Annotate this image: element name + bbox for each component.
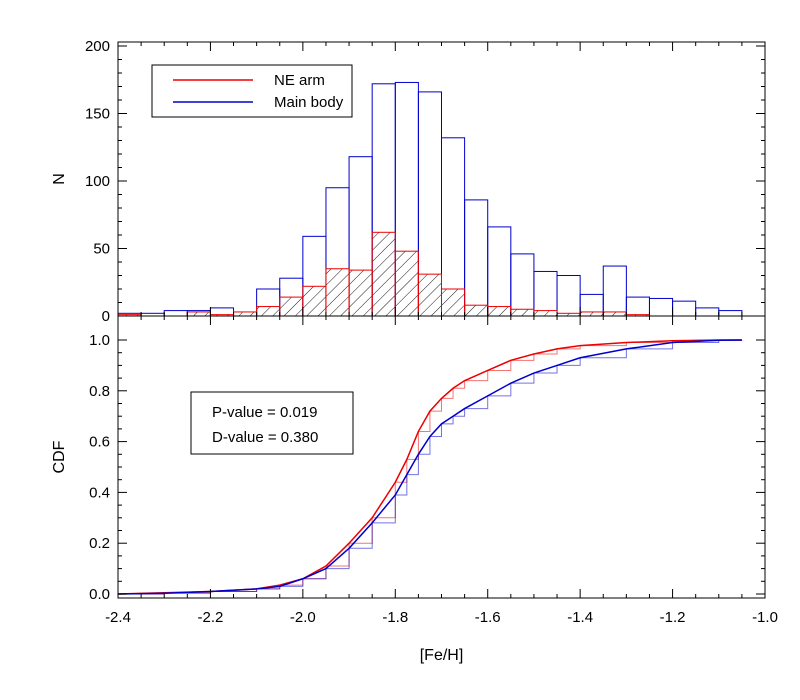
- axes: [117, 41, 766, 599]
- cdf-curve-ne-arm: [118, 339, 742, 595]
- hist-bar-ne-arm: [256, 306, 281, 316]
- hist-bar-ne-arm: [579, 311, 604, 316]
- cdf-frame: [117, 315, 766, 599]
- hist-bar-main-body: [163, 310, 188, 316]
- cdf-lines: [118, 339, 743, 595]
- hist-bar-ne-arm: [533, 310, 558, 316]
- hist-bar-main-body: [510, 253, 535, 316]
- x-tick-label: -1.4: [567, 609, 593, 626]
- hist-bar-ne-arm: [441, 288, 466, 316]
- x-axis-title: [Fe/H]: [420, 647, 464, 664]
- cdf-y-tick-label: 0.4: [89, 484, 110, 501]
- hist-bar-ne-arm: [302, 285, 327, 316]
- legend: NE arm Main body: [151, 64, 353, 118]
- x-tick-label: -2.0: [290, 609, 316, 626]
- legend-label-ne-arm: NE arm: [274, 72, 325, 89]
- hist-bar-main-body: [487, 226, 512, 316]
- legend-box: [151, 64, 353, 118]
- p-value-text: P-value = 0.019: [212, 404, 318, 421]
- hist-bar-main-body: [648, 297, 674, 316]
- histogram-bars: [118, 81, 743, 316]
- hist-bar-main-body: [672, 300, 697, 316]
- hist-bar-ne-arm: [602, 311, 627, 316]
- cdf-y-tick-label: 0.0: [89, 586, 110, 603]
- statistics-box: P-value = 0.019 D-value = 0.380: [190, 391, 354, 455]
- hist-y-tick-label: 150: [85, 106, 110, 123]
- hist-bar-ne-arm: [186, 311, 211, 316]
- cdf-step-ne-arm: [118, 339, 742, 595]
- x-tick-label: -2.4: [105, 609, 131, 626]
- hist-bar-main-body: [556, 275, 581, 316]
- cdf-y-tick-label: 0.8: [89, 383, 110, 400]
- hist-bar-ne-arm: [417, 273, 442, 316]
- hist-bar-main-body: [533, 270, 558, 316]
- hist-y-tick-label: 200: [85, 38, 110, 55]
- hist-bar-main-body: [718, 310, 743, 316]
- x-tick-label: -1.6: [475, 609, 501, 626]
- x-tick-label: -1.8: [382, 609, 408, 626]
- hist-bar-ne-arm: [464, 304, 489, 316]
- hist-bar-ne-arm: [279, 296, 304, 316]
- hist-bar-main-body: [464, 199, 489, 316]
- hist-bar-ne-arm: [325, 268, 350, 316]
- hist-bar-ne-arm: [371, 231, 396, 316]
- legend-label-main-body: Main body: [274, 94, 344, 111]
- hist-bar-main-body: [695, 307, 720, 316]
- cdf-y-axis-title: CDF: [51, 440, 68, 473]
- d-value-text: D-value = 0.380: [212, 429, 318, 446]
- cdf-curve-main-body: [118, 339, 742, 595]
- hist-bar-ne-arm: [233, 311, 258, 316]
- hist-y-tick-label: 50: [93, 241, 110, 258]
- hist-bar-main-body: [602, 265, 627, 316]
- x-tick-label: -2.2: [197, 609, 223, 626]
- cdf-y-tick-label: 0.6: [89, 434, 110, 451]
- x-tick-label: -1.0: [752, 609, 778, 626]
- hist-y-tick-label: 100: [85, 173, 110, 190]
- hist-bar-main-body: [625, 296, 650, 316]
- hist-bar-ne-arm: [510, 308, 535, 316]
- hist-bar-ne-arm: [394, 250, 419, 316]
- cdf-y-tick-label: 1.0: [89, 332, 110, 349]
- statistics-box-frame: [190, 391, 354, 455]
- cdf-step-main-body: [118, 339, 743, 595]
- hist-bar-ne-arm: [348, 269, 373, 316]
- x-tick-label: -1.2: [660, 609, 686, 626]
- hist-bar-ne-arm: [487, 306, 512, 316]
- cdf-y-tick-label: 0.2: [89, 535, 110, 552]
- hist-y-tick-label: 0: [102, 308, 110, 325]
- axis-labels: -2.4 -2.2 -2.0 -1.8 -1.6 -1.4 -1.2 -1.0 0 50 100 15…: [51, 38, 778, 664]
- histogram-y-axis-title: N: [51, 173, 68, 185]
